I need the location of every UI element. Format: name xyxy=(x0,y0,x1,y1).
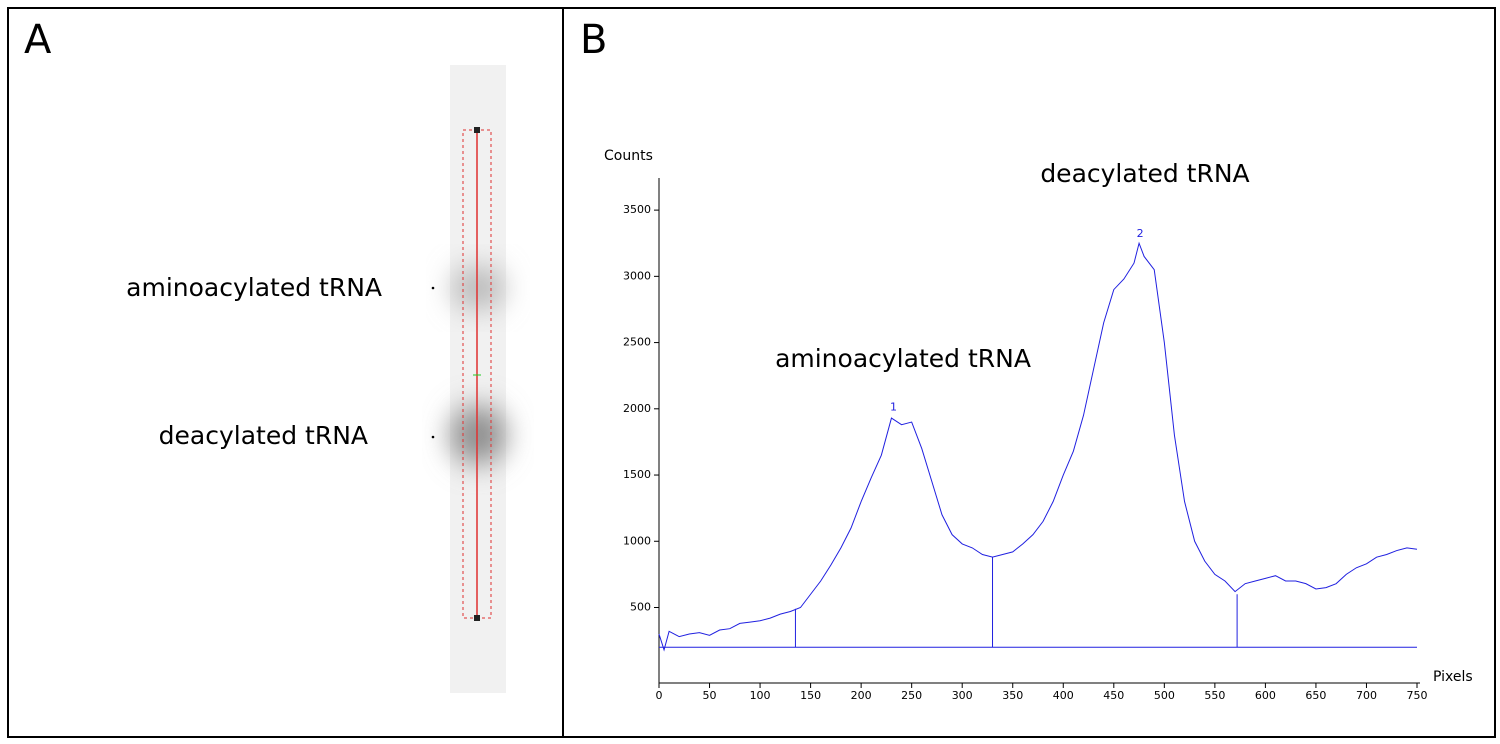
gel-band xyxy=(452,266,504,310)
gel-lane xyxy=(450,65,506,693)
lane-handle xyxy=(474,615,480,621)
profile-line xyxy=(658,241,1418,652)
lane-handle xyxy=(474,127,480,133)
x-tick-label: 0 xyxy=(656,689,663,702)
x-tick-label: 200 xyxy=(851,689,872,702)
band-label: deacylated tRNA xyxy=(159,421,368,450)
x-tick-label: 750 xyxy=(1407,689,1428,702)
x-tick-label: 250 xyxy=(901,689,922,702)
x-tick-label: 400 xyxy=(1053,689,1074,702)
band-dot xyxy=(431,286,435,290)
x-tick-label: 600 xyxy=(1255,689,1276,702)
x-tick-label: 500 xyxy=(1154,689,1175,702)
y-tick-label: 3500 xyxy=(623,203,651,216)
y-tick-label: 1500 xyxy=(623,468,651,481)
band-dot xyxy=(431,435,435,439)
peak-label: 2 xyxy=(1137,227,1144,240)
x-tick-label: 450 xyxy=(1103,689,1124,702)
annotation: aminoacylated tRNA xyxy=(775,344,1031,373)
x-tick-label: 700 xyxy=(1356,689,1377,702)
y-tick-label: 2500 xyxy=(623,336,651,349)
y-tick-label: 2000 xyxy=(623,402,651,415)
x-tick-label: 650 xyxy=(1305,689,1326,702)
y-axis-label: Counts xyxy=(604,148,653,164)
y-tick-label: 1000 xyxy=(623,534,651,547)
panel-b-frame xyxy=(562,7,1496,738)
x-tick-label: 50 xyxy=(703,689,717,702)
x-axis-label: Pixels xyxy=(1433,669,1473,685)
annotation: deacylated tRNA xyxy=(1040,159,1249,188)
band-label: aminoacylated tRNA xyxy=(126,273,382,302)
panel-letter: B xyxy=(580,17,607,63)
x-tick-label: 150 xyxy=(800,689,821,702)
x-tick-label: 350 xyxy=(1002,689,1023,702)
peak-label: 1 xyxy=(890,400,897,413)
x-tick-label: 550 xyxy=(1204,689,1225,702)
x-tick-label: 300 xyxy=(952,689,973,702)
gel-band xyxy=(450,405,506,465)
y-tick-label: 500 xyxy=(630,600,651,613)
y-tick-label: 3000 xyxy=(623,269,651,282)
x-tick-label: 100 xyxy=(750,689,771,702)
panel-letter: A xyxy=(24,17,52,63)
